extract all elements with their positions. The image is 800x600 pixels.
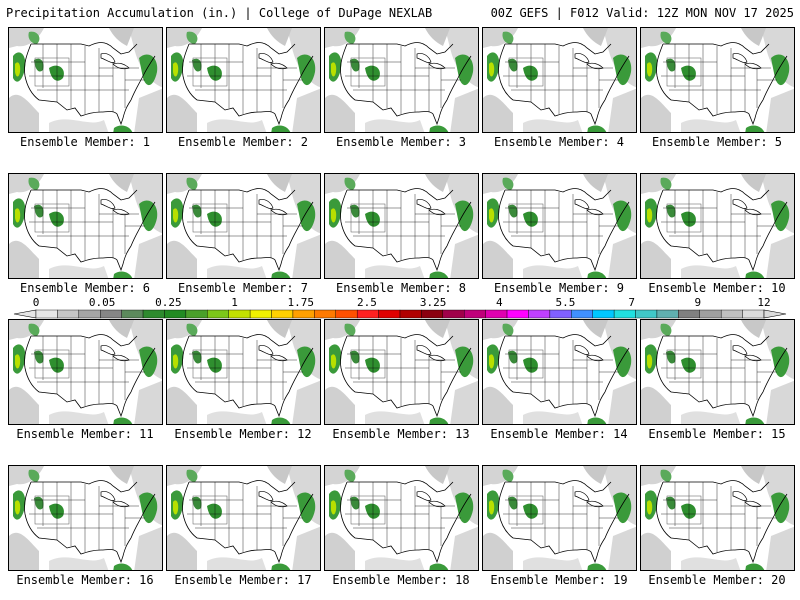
colorbar-segment (656, 309, 679, 319)
ensemble-member-label: Ensemble Member: 1 (19, 135, 151, 149)
colorbar-tick-label: 0.05 (88, 296, 116, 309)
ensemble-map-panel (482, 173, 637, 279)
colorbar-tick-label: 2.5 (356, 296, 377, 309)
colorbar-tick-label: 1 (231, 296, 238, 309)
ensemble-member-label: Ensemble Member: 18 (332, 573, 470, 587)
ensemble-map-panel (482, 27, 637, 133)
colorbar-segment (699, 309, 722, 319)
valid-time-label: 00Z GEFS | F012 Valid: 12Z MON NOV 17 20… (490, 6, 794, 20)
colorbar-min-arrow (13, 309, 37, 319)
ensemble-map-panel (640, 465, 795, 571)
colorbar-segment (485, 309, 508, 319)
ensemble-member-label: Ensemble Member: 20 (648, 573, 786, 587)
ensemble-member-label: Ensemble Member: 12 (174, 427, 312, 441)
ensemble-map-panel (8, 27, 163, 133)
ensemble-member-label: Ensemble Member: 13 (332, 427, 470, 441)
colorbar-tick-label: 5.5 (555, 296, 576, 309)
colorbar-segment (613, 309, 636, 319)
ensemble-member-label: Ensemble Member: 3 (335, 135, 467, 149)
ensemble-member-label: Ensemble Member: 19 (490, 573, 628, 587)
ensemble-map-panel (8, 465, 163, 571)
colorbar-segment (314, 309, 336, 319)
ensemble-map-panel (8, 319, 163, 425)
ensemble-map-panel (324, 173, 479, 279)
colorbar-tick-label: 0.25 (155, 296, 182, 309)
colorbar-segment (271, 309, 294, 319)
colorbar-segment (464, 309, 486, 319)
ensemble-map-panel (640, 27, 795, 133)
colorbar-tick-label: 3.25 (419, 296, 447, 309)
colorbar-segment (399, 309, 422, 319)
colorbar-segment (142, 309, 165, 319)
colorbar-segment (421, 309, 444, 319)
ensemble-map-panel (324, 319, 479, 425)
ensemble-member-label: Ensemble Member: 8 (335, 281, 467, 295)
colorbar-segment (549, 309, 572, 319)
ensemble-member-label: Ensemble Member: 10 (648, 281, 786, 295)
colorbar-segment (292, 309, 315, 319)
ensemble-map-panel (640, 319, 795, 425)
colorbar-segment (335, 309, 358, 319)
colorbar-segment (720, 309, 743, 319)
colorbar-segment (35, 309, 58, 319)
ensemble-map-panel (482, 319, 637, 425)
colorbar-segment (378, 309, 401, 319)
colorbar-tick-label: 1.75 (287, 296, 314, 309)
colorbar-segment (356, 309, 379, 319)
colorbar-segment (207, 309, 229, 319)
ensemble-member-label: Ensemble Member: 17 (174, 573, 312, 587)
ensemble-member-label: Ensemble Member: 14 (490, 427, 628, 441)
colorbar-segment (57, 309, 80, 319)
ensemble-map-panel (166, 319, 321, 425)
colorbar-segment (635, 309, 658, 319)
colorbar-segment (678, 309, 700, 319)
colorbar-segment (528, 309, 551, 319)
colorbar-tick-label: 0 (32, 296, 40, 309)
ensemble-member-label: Ensemble Member: 5 (651, 135, 783, 149)
ensemble-member-label: Ensemble Member: 2 (177, 135, 309, 149)
ensemble-member-label: Ensemble Member: 11 (16, 427, 154, 441)
ensemble-member-label: Ensemble Member: 9 (493, 281, 625, 295)
ensemble-member-label: Ensemble Member: 7 (177, 281, 309, 295)
ensemble-map-panel (482, 465, 637, 571)
colorbar-segment (571, 309, 593, 319)
ensemble-member-label: Ensemble Member: 6 (19, 281, 151, 295)
ensemble-map-panel (324, 465, 479, 571)
colorbar-segment (506, 309, 529, 319)
colorbar-segment (228, 309, 251, 319)
colorbar-segment (442, 309, 465, 319)
colorbar-segment (100, 309, 122, 319)
colorbar-tick-label: 12 (757, 296, 771, 309)
ensemble-map-panel (166, 173, 321, 279)
ensemble-map-panel (166, 465, 321, 571)
colorbar-max-arrow (763, 309, 787, 319)
colorbar-tick-label: 7 (628, 296, 635, 309)
colorbar-segment (742, 309, 765, 319)
colorbar-segment (78, 309, 101, 319)
colorbar-segment (592, 309, 615, 319)
ensemble-member-label: Ensemble Member: 15 (648, 427, 786, 441)
ensemble-member-label: Ensemble Member: 4 (493, 135, 625, 149)
ensemble-map-panel (166, 27, 321, 133)
colorbar-segment (185, 309, 208, 319)
ensemble-map-panel (640, 173, 795, 279)
colorbar-tick-label: 4 (495, 296, 503, 309)
colorbar-segment (121, 309, 144, 319)
colorbar-segment (249, 309, 272, 319)
ensemble-map-panel (8, 173, 163, 279)
precip-colorbar (13, 309, 787, 319)
ensemble-member-label: Ensemble Member: 16 (16, 573, 154, 587)
chart-title: Precipitation Accumulation (in.) | Colle… (6, 6, 433, 20)
colorbar-tick-label: 9 (694, 296, 702, 309)
ensemble-map-panel (324, 27, 479, 133)
colorbar-segment (164, 309, 187, 319)
